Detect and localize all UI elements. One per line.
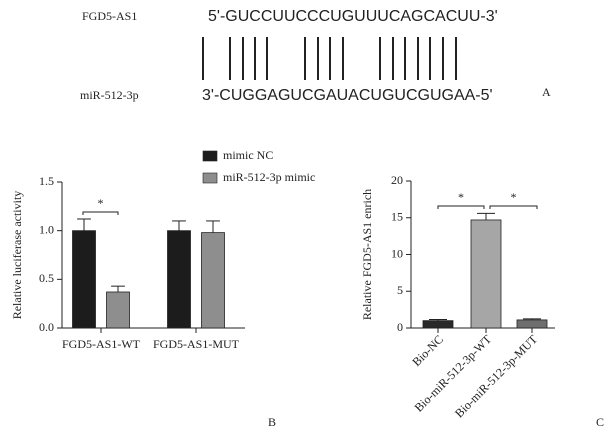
bar [201, 232, 225, 329]
base-pairs [202, 37, 457, 80]
legend-swatch [202, 172, 218, 184]
bar [167, 230, 191, 329]
significance-label: * [458, 190, 464, 204]
significance-bracket [82, 211, 119, 215]
legend-swatch [202, 150, 218, 162]
panel-label: B [268, 415, 276, 429]
y-tick-label: 5 [397, 283, 403, 297]
bar [470, 219, 502, 329]
sequence-name: miR-512-3p [80, 88, 139, 102]
bar [72, 230, 96, 329]
y-tick-label: 1.5 [39, 174, 54, 188]
legend-label: miR-512-3p mimic [223, 170, 315, 184]
sequence: 3'-CUGGAGUCGAUACUGUCGUGAA-5' [202, 87, 493, 104]
bar [422, 320, 454, 329]
panel-label: C [596, 415, 604, 429]
x-tick-label: FGD5-AS1-WT [62, 337, 141, 351]
y-tick-label: 0 [397, 320, 403, 334]
x-tick-label: Bio-miR-512-3p-MUT [452, 332, 541, 421]
panel-label: A [542, 85, 551, 99]
sequence: 5'-GUCCUUCCCUGUUUCAGCACUU-3' [208, 8, 498, 25]
bar [106, 291, 130, 329]
y-tick-label: 1.0 [39, 222, 54, 236]
bar [516, 319, 548, 329]
significance-bracket [437, 205, 485, 209]
y-tick-label: 0.5 [39, 271, 54, 285]
y-axis-label: Relative luciferase activity [10, 191, 24, 320]
significance-bracket [489, 205, 538, 209]
significance-label: * [511, 190, 517, 204]
legend-label: mimic NC [223, 148, 273, 162]
significance-label: * [98, 196, 104, 210]
y-axis-label: Relative FGD5-AS1 enrich [360, 189, 374, 320]
y-tick-label: 15 [391, 210, 403, 224]
y-tick-label: 20 [391, 173, 403, 187]
x-tick-label: Bio-NC [409, 332, 446, 369]
y-tick-label: 10 [391, 246, 403, 260]
sequence-name: FGD5-AS1 [82, 9, 137, 23]
y-tick-label: 0.0 [39, 320, 54, 334]
x-tick-label: FGD5-AS1-MUT [153, 337, 240, 351]
